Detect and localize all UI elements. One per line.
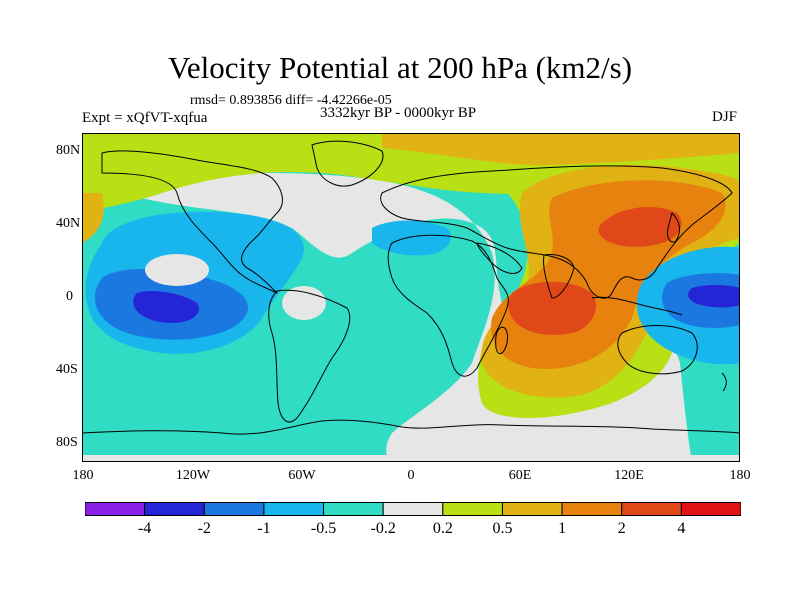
field-darkblue-pacific-east [688,284,740,308]
colorbar-swatch-5 [382,502,444,516]
coastlines [82,140,740,435]
colorbar-swatch-2 [203,502,265,516]
coast-north-america [101,150,283,294]
lat-label-40s: 40S [56,362,78,377]
lon-label-120w: 120W [175,468,211,483]
coast-arabia [476,242,523,274]
lat-label-80n: 80N [56,143,81,158]
lat-label-80s: 80S [56,435,78,450]
page-title: Velocity Potential at 200 hPa (km2/s) [167,50,633,85]
colorbar-label-5: 0.2 [432,520,453,537]
colorbar-label-6: 0.5 [492,520,513,537]
coast-indonesia [591,296,683,316]
colorbar-label-2: -1 [257,520,271,537]
field-near-zero-pole [82,455,740,462]
field-near-zero-pocket-2 [282,286,326,320]
coast-madagascar [495,326,508,355]
colorbar-label-1: -2 [197,520,211,537]
colorbar-swatch-9 [621,502,682,516]
lon-label-60e: 60E [508,468,532,483]
colorbar-swatch-3 [263,502,325,516]
stats-label: rmsd= 0.893856 diff= -4.42266e-05 [190,93,392,108]
colorbar-label-4: -0.2 [370,520,396,537]
coast-africa [387,234,509,377]
lon-label-180e: 180 [729,468,751,483]
coast-greenland [311,140,384,187]
colorbar-label-3: -0.5 [310,520,337,537]
field-near-zero-pocket-1 [145,254,209,286]
map-frame [82,133,740,462]
colorbar-label-8: 2 [617,520,626,537]
colorbar-swatch-8 [561,502,623,516]
period-label: 3332kyr BP - 0000kyr BP [320,105,477,121]
field-blue-africa [372,220,451,256]
field-gold-west-edge [82,193,104,243]
colorbar-swatch-4 [323,502,384,516]
coast-antarctica [82,419,740,435]
coast-south-america [268,289,351,423]
colorbar-label-7: 1 [558,520,567,537]
field-darkblue-pacific [133,291,200,323]
coast-australia [617,325,698,375]
colorbar-swatch-1 [144,502,205,516]
experiment-label: Expt = xQfVT-xqfua [82,110,208,126]
lat-label-0: 0 [66,289,73,304]
season-label: DJF [711,109,737,125]
colorbar-swatch-7 [501,502,563,516]
colorbar [85,502,741,516]
colorbar-swatch-0 [85,502,146,516]
field-redorange-arabia [508,281,596,335]
lon-label-120e: 120E [614,468,644,483]
coast-new-zealand [721,372,727,392]
colorbar-label-9: 4 [677,520,686,537]
lat-label-40n: 40N [56,216,81,231]
coast-japan [667,212,680,243]
colorbar-swatch-6 [442,502,503,516]
colorbar-swatch-10 [680,502,741,516]
coast-eurasia [380,165,733,299]
lon-label-180w: 180 [72,468,94,483]
field-gold-north [382,133,740,166]
coast-india [543,254,575,299]
colorbar-label-0: -4 [137,520,152,537]
velocity-potential-map [82,133,740,462]
lon-label-0: 0 [407,468,415,483]
lon-label-60w: 60W [288,468,316,483]
field-redorange-asia [598,207,682,247]
